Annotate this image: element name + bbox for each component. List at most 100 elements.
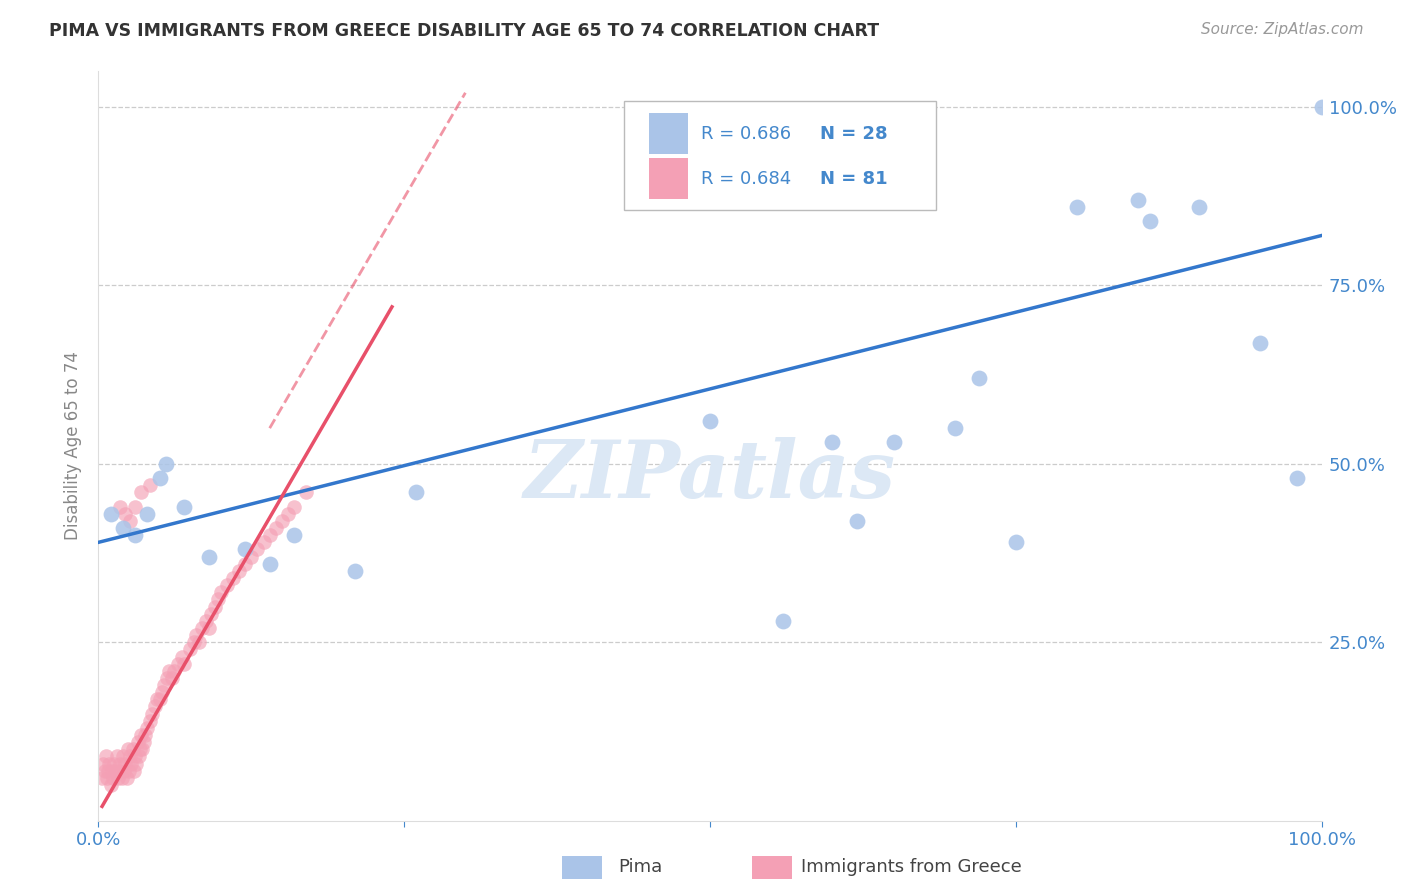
Point — [114, 507, 136, 521]
Point — [124, 749, 146, 764]
Text: Source: ZipAtlas.com: Source: ZipAtlas.com — [1201, 22, 1364, 37]
Point — [118, 764, 141, 778]
Point — [120, 756, 142, 771]
Point — [405, 485, 427, 500]
Point — [195, 614, 218, 628]
Point — [1188, 200, 1211, 214]
Point — [136, 721, 159, 735]
Point — [943, 421, 966, 435]
Point — [295, 485, 318, 500]
Point — [128, 749, 150, 764]
Point — [163, 664, 186, 678]
Point — [259, 557, 281, 571]
Point — [110, 756, 132, 771]
Point — [191, 621, 214, 635]
Point — [155, 457, 177, 471]
Point — [129, 728, 152, 742]
Point — [107, 771, 129, 785]
Point — [129, 742, 152, 756]
Point — [101, 764, 124, 778]
Point — [143, 699, 166, 714]
Point — [1310, 100, 1333, 114]
Point — [111, 521, 134, 535]
Point — [233, 542, 256, 557]
Point — [215, 578, 238, 592]
Point — [100, 778, 122, 792]
Point — [108, 764, 131, 778]
Point — [883, 435, 905, 450]
Point — [699, 414, 721, 428]
Text: ZIPatlas: ZIPatlas — [524, 437, 896, 515]
Point — [179, 642, 201, 657]
Point — [110, 500, 132, 514]
Text: Pima: Pima — [619, 858, 662, 876]
Text: R = 0.686: R = 0.686 — [702, 125, 792, 143]
Point — [233, 557, 256, 571]
Point — [94, 749, 117, 764]
Point — [222, 571, 245, 585]
Point — [207, 592, 229, 607]
Point — [173, 657, 195, 671]
Point — [98, 756, 121, 771]
Point — [114, 756, 136, 771]
Point — [112, 764, 135, 778]
Point — [1249, 335, 1271, 350]
Text: N = 81: N = 81 — [820, 169, 887, 187]
Text: N = 28: N = 28 — [820, 125, 887, 143]
Point — [91, 756, 114, 771]
Point — [821, 435, 844, 450]
Point — [1128, 193, 1150, 207]
Point — [131, 742, 153, 756]
Point — [111, 771, 134, 785]
Point — [187, 635, 209, 649]
Point — [104, 764, 127, 778]
Point — [277, 507, 299, 521]
Point — [120, 749, 142, 764]
Point — [259, 528, 281, 542]
Point — [204, 599, 226, 614]
Point — [183, 635, 205, 649]
Point — [91, 771, 114, 785]
Point — [228, 564, 250, 578]
FancyBboxPatch shape — [624, 102, 936, 210]
Point — [115, 771, 138, 785]
Point — [240, 549, 263, 564]
Point — [124, 500, 146, 514]
Point — [127, 735, 149, 749]
Text: R = 0.684: R = 0.684 — [702, 169, 792, 187]
Point — [124, 528, 146, 542]
Point — [141, 706, 163, 721]
Point — [197, 621, 219, 635]
Point — [146, 692, 169, 706]
Point — [270, 514, 294, 528]
Point — [246, 542, 269, 557]
Text: Immigrants from Greece: Immigrants from Greece — [801, 858, 1022, 876]
Point — [122, 764, 145, 778]
Point — [170, 649, 193, 664]
FancyBboxPatch shape — [648, 158, 688, 199]
Point — [150, 685, 173, 699]
Point — [1286, 471, 1309, 485]
Point — [129, 485, 152, 500]
Point — [97, 764, 120, 778]
Point — [105, 749, 128, 764]
Point — [101, 771, 124, 785]
Point — [157, 664, 180, 678]
Point — [117, 742, 139, 756]
Point — [845, 514, 868, 528]
Point — [167, 657, 190, 671]
Point — [93, 764, 115, 778]
Point — [132, 735, 155, 749]
Point — [149, 692, 172, 706]
Text: PIMA VS IMMIGRANTS FROM GREECE DISABILITY AGE 65 TO 74 CORRELATION CHART: PIMA VS IMMIGRANTS FROM GREECE DISABILIT… — [49, 22, 879, 40]
Point — [772, 614, 794, 628]
Point — [186, 628, 208, 642]
Point — [344, 564, 367, 578]
Point — [96, 771, 118, 785]
Point — [1066, 200, 1088, 214]
Point — [120, 514, 142, 528]
Point — [197, 549, 219, 564]
Point — [252, 535, 274, 549]
Point — [1004, 535, 1026, 549]
Point — [103, 756, 125, 771]
